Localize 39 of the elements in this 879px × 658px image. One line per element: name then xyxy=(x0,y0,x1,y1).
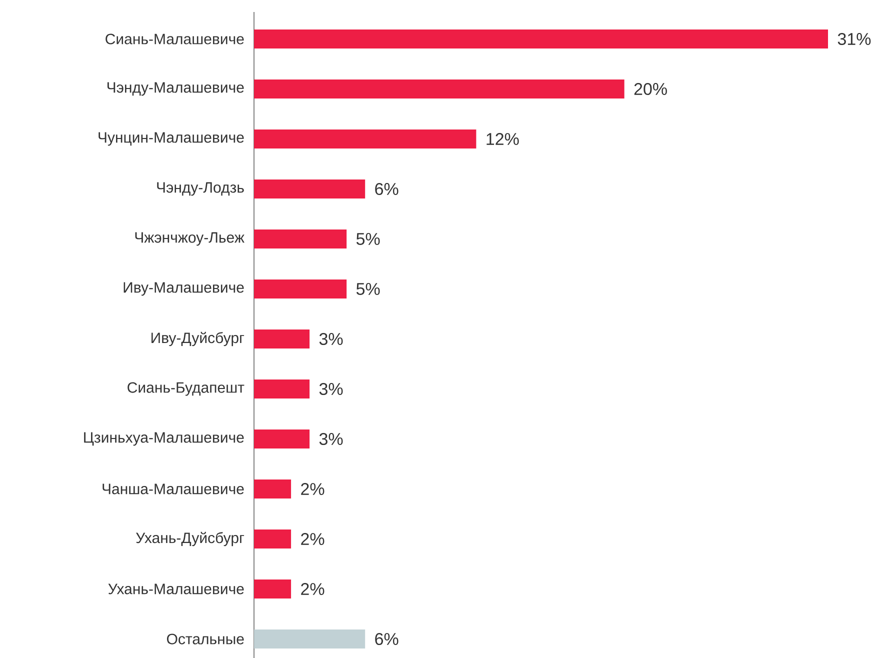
bar xyxy=(254,180,366,199)
data-label: 20% xyxy=(634,82,667,96)
y-tick-label: Чанша-Малашевиче xyxy=(102,484,244,494)
data-label: 2% xyxy=(301,583,324,595)
data-label: 6% xyxy=(375,182,398,196)
bar xyxy=(254,380,310,399)
bar xyxy=(254,530,292,549)
data-label: 5% xyxy=(356,283,380,295)
bar xyxy=(254,630,366,649)
data-label: 5% xyxy=(356,233,380,245)
bar xyxy=(254,30,828,49)
data-label: 3% xyxy=(319,432,343,446)
y-tick-label: Чэнду-Малашевиче xyxy=(107,82,244,96)
y-tick-label: Цзиньхуа-Малашевиче xyxy=(84,432,244,446)
y-tick-label: Остальные xyxy=(166,634,244,644)
y-tick-label: Иву-Дуйсбург xyxy=(152,332,244,346)
y-tick-label: Чэнду-Лодзь xyxy=(157,182,244,196)
bar xyxy=(254,580,292,599)
data-label: 31% xyxy=(838,32,871,46)
y-tick-label: Чжэнчжоу-Льеж xyxy=(135,232,244,246)
y-tick-label: Сиань-Малашевиче xyxy=(106,34,244,44)
data-label: 2% xyxy=(301,483,324,495)
data-label: 12% xyxy=(486,133,519,145)
data-label: 2% xyxy=(301,533,324,545)
y-tick-label: Чунцин-Малашевиче xyxy=(98,132,244,146)
bar xyxy=(254,280,347,299)
y-tick-label: Ухань-Дуйсбург xyxy=(136,532,244,546)
data-label: 3% xyxy=(319,332,343,346)
bar xyxy=(254,480,292,499)
data-label: 6% xyxy=(375,632,398,646)
y-tick-label: Иву-Малашевиче xyxy=(124,282,244,296)
bar xyxy=(254,230,347,249)
bar xyxy=(254,330,310,349)
y-tick-label: Ухань-Малашевиче xyxy=(108,584,244,594)
y-tick-label: Сиань-Будапешт xyxy=(128,382,244,396)
data-label: 3% xyxy=(319,382,343,396)
bar xyxy=(254,130,476,149)
bar xyxy=(254,430,310,449)
bar xyxy=(254,80,624,99)
